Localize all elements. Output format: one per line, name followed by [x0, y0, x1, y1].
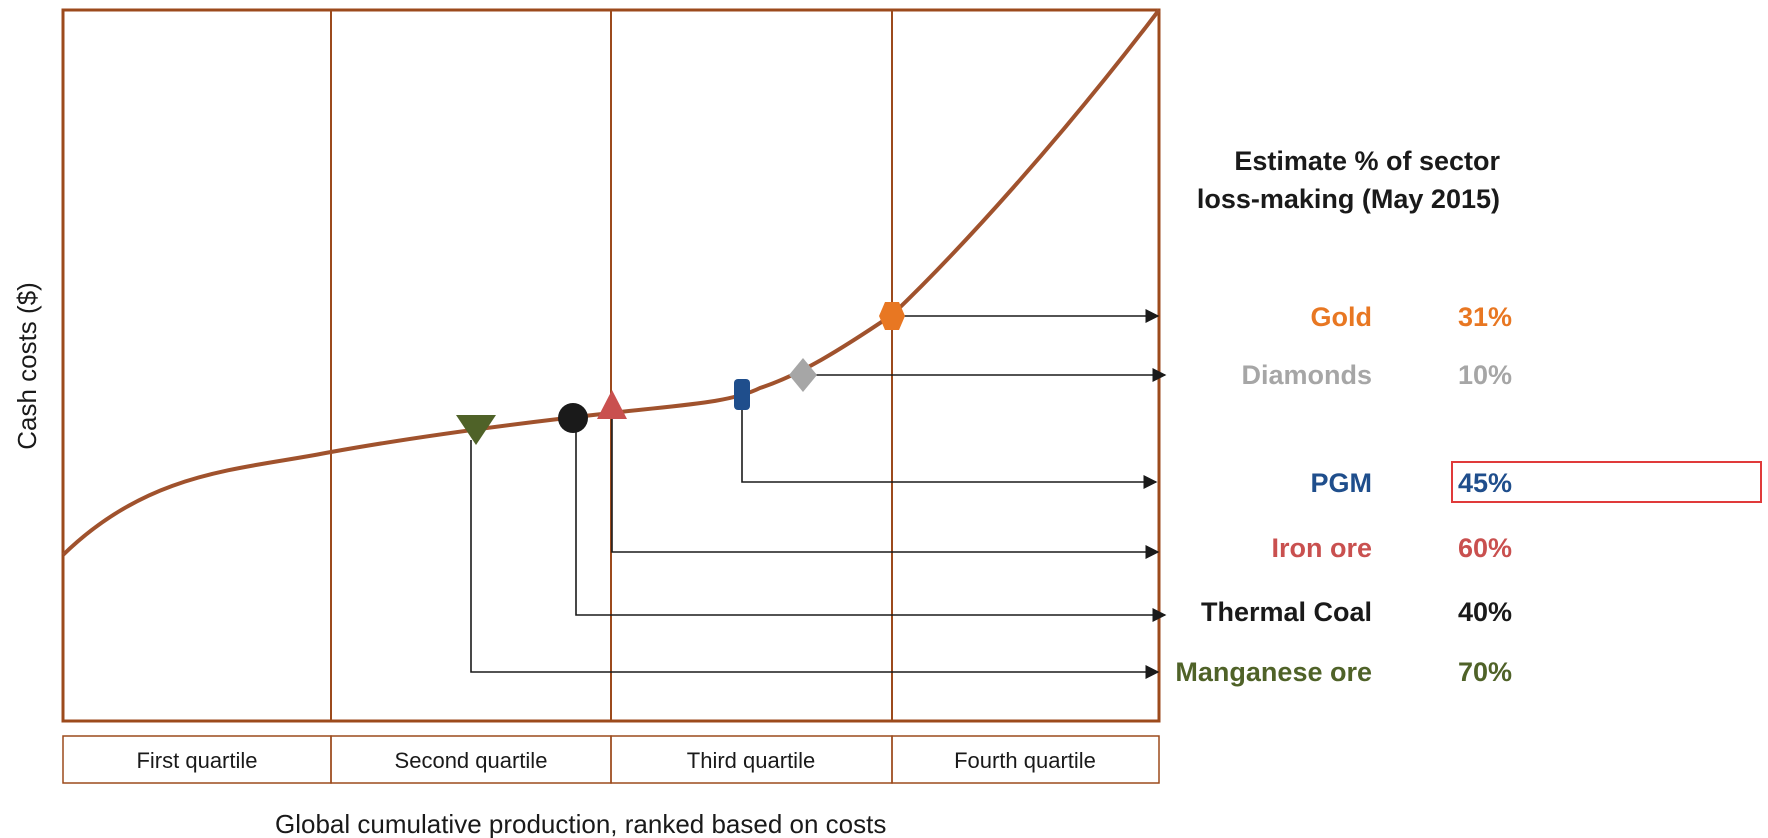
commodity-label-manganese-ore: Manganese ore: [1175, 657, 1372, 687]
hexagon-icon: [879, 302, 905, 330]
commodity-label-pgm: PGM: [1310, 468, 1372, 498]
thermal-coal-arrow: [575, 430, 1167, 622]
iron-ore-arrow: [611, 408, 1160, 559]
triangle-up-icon: [597, 390, 627, 419]
commodity-percent-thermal-coal: 40%: [1458, 597, 1512, 627]
commodity-percent-gold: 31%: [1458, 302, 1512, 332]
commodity-percent-pgm: 45%: [1458, 468, 1512, 498]
commodity-label-iron-ore: Iron ore: [1271, 533, 1372, 563]
panel-title-line2: loss-making (May 2015): [1197, 184, 1500, 214]
diamond-icon: [789, 358, 817, 392]
quartile-label-third: Third quartile: [687, 748, 815, 773]
quartile-label-fourth: Fourth quartile: [954, 748, 1096, 773]
commodity-label-diamonds: Diamonds: [1241, 360, 1372, 390]
commodity-percent-iron-ore: 60%: [1458, 533, 1512, 563]
quartile-label-second: Second quartile: [395, 748, 548, 773]
circle-icon: [558, 403, 588, 433]
manganese-ore-arrow: [470, 440, 1160, 679]
quartile-box: [891, 735, 1160, 784]
commodity-label-gold: Gold: [1311, 302, 1373, 332]
quartile-label-first: First quartile: [136, 748, 257, 773]
commodity-percent-manganese-ore: 70%: [1458, 657, 1512, 687]
y-axis-label: Cash costs ($): [12, 282, 42, 450]
triangle-down-icon: [456, 415, 496, 445]
rounded-bar-icon: [734, 379, 750, 410]
x-axis-label: Global cumulative production, ranked bas…: [275, 809, 886, 838]
cost-curve: [61, 8, 1161, 557]
pgm-highlight-box: [1451, 461, 1762, 503]
panel-title-line1: Estimate % of sector: [1234, 146, 1500, 176]
pgm-arrow: [741, 397, 1158, 489]
commodity-percent-diamonds: 10%: [1458, 360, 1512, 390]
commodity-label-thermal-coal: Thermal Coal: [1201, 597, 1372, 627]
